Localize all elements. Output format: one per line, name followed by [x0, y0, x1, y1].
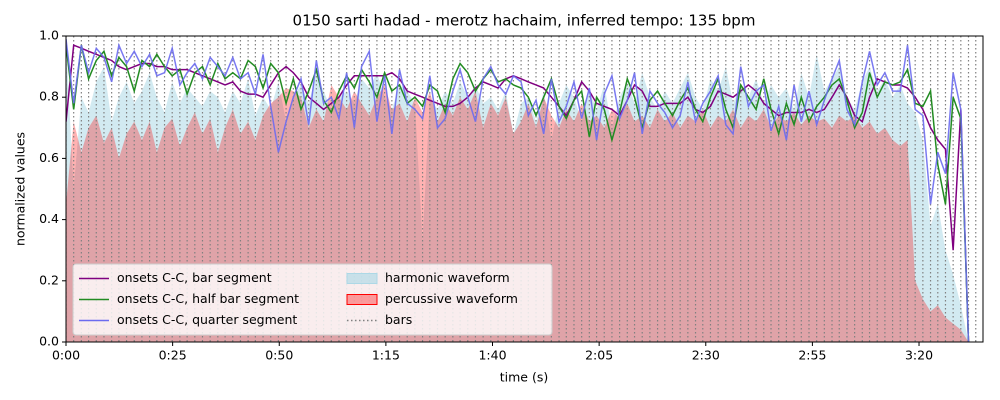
legend-box	[72, 263, 553, 336]
y-tick-label: 0.6	[39, 150, 59, 165]
x-tick-label: 0:00	[52, 348, 80, 363]
y-axis-label: normalized values	[13, 132, 28, 246]
x-tick-label: 1:40	[478, 348, 506, 363]
legend-label: harmonic waveform	[385, 270, 510, 285]
legend-label: percussive waveform	[385, 291, 518, 306]
y-tick-label: 0.2	[39, 272, 59, 287]
x-tick-label: 0:25	[159, 348, 187, 363]
legend-swatch	[346, 294, 378, 305]
legend-swatch	[346, 273, 378, 284]
legend: onsets C-C, bar segment onsets C-C, half …	[72, 263, 553, 336]
line	[66, 45, 970, 342]
y-tick-label: 0.0	[39, 334, 59, 349]
x-tick-label: 2:05	[585, 348, 613, 363]
legend-label: bars	[385, 312, 412, 327]
axes-frame	[65, 35, 984, 343]
x-tick-label: 3:20	[905, 348, 933, 363]
legend-label: onsets C-C, half bar segment	[117, 291, 299, 306]
x-tick-label: 2:30	[692, 348, 720, 363]
x-axis-label: time (s)	[500, 370, 548, 385]
legend-label: onsets C-C, bar segment	[117, 270, 272, 285]
y-tick-label: 0.8	[39, 89, 59, 104]
x-tick-label: 1:15	[372, 348, 400, 363]
y-tick-label: 0.4	[39, 211, 59, 226]
legend-label: onsets C-C, quarter segment	[117, 312, 297, 327]
line	[66, 38, 970, 342]
x-tick-label: 0:50	[265, 348, 293, 363]
line	[66, 44, 970, 342]
x-tick-label: 2:55	[798, 348, 826, 363]
y-tick-label: 1.0	[39, 28, 59, 43]
chart-title: 0150 sarti hadad - merotz hachaim, infer…	[293, 12, 756, 30]
